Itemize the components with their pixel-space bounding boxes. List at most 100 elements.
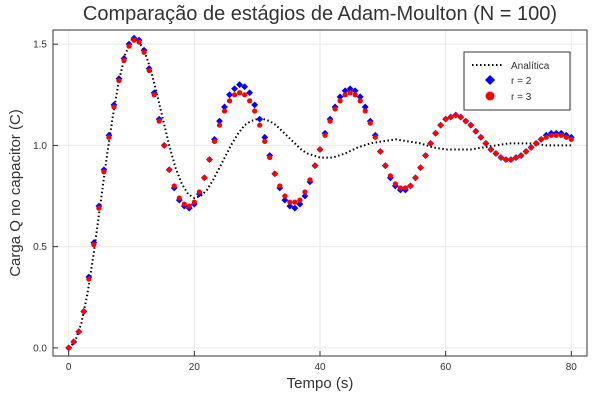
r3-point: [131, 37, 137, 43]
r3-point: [463, 118, 469, 124]
r3-point: [508, 156, 514, 163]
r2-point: [256, 115, 264, 123]
r3-point: [362, 108, 368, 114]
r3-point: [548, 132, 554, 138]
chart-title: Comparação de estágios de Adam-Moulton (…: [83, 3, 557, 25]
r2-point: [301, 192, 309, 200]
r3-point: [553, 132, 559, 138]
r3-point: [181, 201, 187, 207]
r3-point: [277, 183, 283, 189]
r3-point: [116, 78, 122, 84]
y-tick-label: 0.0: [33, 343, 47, 354]
r3-point: [357, 98, 363, 104]
r3-point: [76, 329, 82, 335]
r3-point: [372, 134, 378, 140]
r3-point: [312, 163, 318, 169]
r3-point: [96, 205, 102, 211]
r2-point: [246, 89, 254, 97]
r3-point: [478, 134, 484, 140]
r2-point: [361, 103, 369, 111]
r3-point: [231, 92, 238, 98]
x-tick-label: 0: [66, 362, 72, 373]
r3-point: [382, 163, 388, 169]
r2-point: [216, 117, 223, 125]
y-tick-label: 0.5: [33, 242, 47, 253]
r3-point: [327, 118, 333, 124]
r3-point: [186, 203, 192, 209]
r3-point: [533, 140, 539, 146]
r3-point: [81, 308, 87, 315]
r3-point: [473, 128, 479, 134]
series-layer: [65, 34, 575, 352]
r3-point: [257, 122, 263, 128]
r3-point: [307, 177, 313, 183]
r3-point: [387, 173, 393, 179]
r2-point: [281, 196, 289, 204]
r3-point: [121, 57, 127, 63]
r3-point: [221, 108, 228, 114]
r3-point: [422, 152, 429, 159]
r3-point: [176, 195, 182, 201]
x-axis: 0 20 40 60 80: [66, 351, 577, 373]
r2-point: [261, 133, 269, 141]
r3-point: [558, 132, 564, 138]
r3-point: [156, 118, 162, 124]
r3-point: [86, 276, 92, 282]
x-tick-label: 60: [440, 362, 452, 373]
r3-point: [543, 134, 549, 140]
r3-point: [438, 122, 444, 128]
legend-r3-swatch: [485, 91, 495, 101]
r3-point: [538, 136, 544, 142]
x-tick-label: 40: [314, 362, 326, 373]
legend-analitica-label: Analítica: [511, 61, 550, 72]
r3-point: [146, 67, 152, 74]
r3-point: [66, 345, 72, 351]
r3-point: [513, 154, 519, 161]
r3-point: [166, 167, 172, 173]
r3-point: [427, 140, 434, 146]
r3-point: [317, 146, 323, 153]
r3-point: [523, 148, 529, 155]
r3-point: [498, 154, 504, 161]
x-tick-label: 80: [566, 362, 578, 373]
r3-point: [161, 142, 167, 149]
r3-point: [171, 183, 177, 189]
r3-point: [242, 92, 248, 98]
r2-point: [241, 83, 249, 91]
r3-point: [528, 144, 534, 151]
r3-point: [332, 106, 338, 112]
r3-point: [292, 199, 298, 205]
r3-point: [347, 90, 353, 96]
legend-r2-label: r = 2: [511, 76, 532, 87]
r3-point: [206, 156, 213, 163]
r2-point: [251, 101, 259, 109]
r3-point: [151, 92, 157, 98]
r3-point: [111, 104, 117, 110]
r3-point: [211, 138, 218, 144]
r3-point: [71, 339, 77, 345]
r3-point: [91, 242, 97, 248]
r3-point: [216, 122, 223, 128]
legend-r2-swatch: [485, 75, 495, 85]
y-tick-label: 1.0: [33, 141, 47, 152]
r3-point: [402, 185, 409, 191]
r3-point: [468, 122, 474, 128]
y-tick-label: 1.5: [33, 40, 47, 51]
r2-point: [236, 81, 243, 89]
r3-point: [448, 114, 454, 120]
r3-point: [412, 175, 419, 181]
r3-point: [236, 90, 243, 96]
r3-point: [297, 197, 303, 203]
r3-point: [367, 120, 373, 126]
r2-point: [346, 85, 354, 93]
legend: Analítica r = 2 r = 3: [463, 51, 571, 111]
r3-point: [377, 148, 383, 155]
legend-box: [463, 51, 571, 111]
r3-point: [518, 152, 524, 159]
grid: [53, 30, 587, 356]
r2-point: [336, 93, 344, 101]
x-tick-label: 20: [189, 362, 201, 373]
r3-point: [191, 199, 197, 205]
r3-point: [397, 185, 404, 191]
